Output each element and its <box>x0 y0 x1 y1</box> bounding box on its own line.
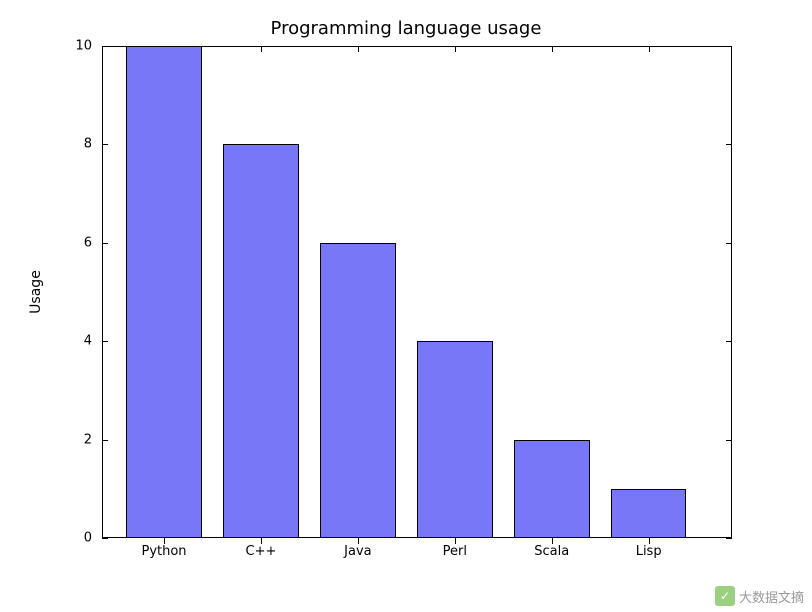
chart-title: Programming language usage <box>0 18 812 39</box>
chart-container: Programming language usage Usage 0 2 4 6 8 10… <box>0 0 812 612</box>
y-tick-label: 2 <box>0 432 92 447</box>
watermark-text: 大数据文摘 <box>739 587 804 606</box>
y-tick-label: 6 <box>0 235 92 250</box>
y-tick-label: 0 <box>0 531 92 546</box>
y-tick-label: 4 <box>0 334 92 349</box>
watermark-check-icon: ✓ <box>715 586 735 606</box>
y-tick-mark <box>726 538 732 539</box>
watermark: ✓ 大数据文摘 <box>715 586 804 606</box>
x-tick-label: Scala <box>534 544 569 559</box>
x-tick-label: C++ <box>246 544 277 559</box>
x-tick-label: Perl <box>443 544 467 559</box>
x-tick-label: Java <box>344 544 371 559</box>
plot-area <box>102 46 732 538</box>
y-tick-label: 8 <box>0 137 92 152</box>
x-tick-label: Lisp <box>636 544 662 559</box>
x-tick-label: Python <box>141 544 186 559</box>
y-tick-label: 10 <box>0 39 92 54</box>
y-axis-label: Usage <box>28 270 44 314</box>
y-tick-mark <box>102 538 108 539</box>
